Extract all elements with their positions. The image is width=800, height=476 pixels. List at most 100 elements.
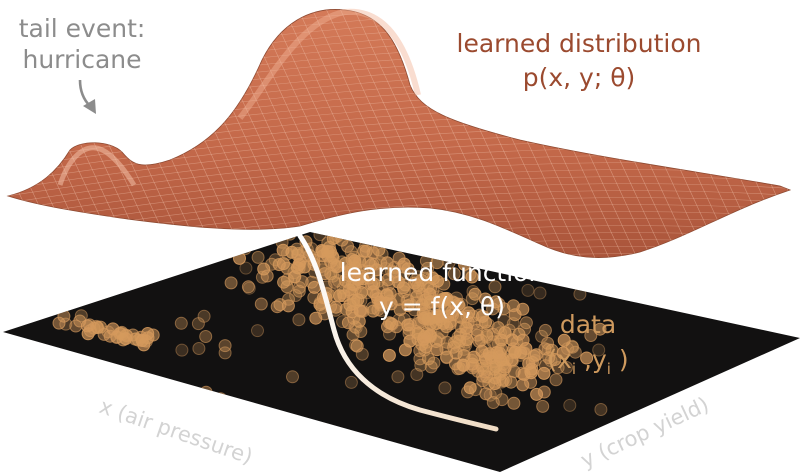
data-point <box>251 250 265 264</box>
data-point <box>239 261 253 275</box>
data-point <box>307 280 321 294</box>
data-point <box>451 362 465 376</box>
data-point <box>521 283 535 297</box>
data-point <box>398 343 412 357</box>
data-point <box>224 276 238 290</box>
data-point <box>507 396 521 410</box>
data-point <box>537 385 551 399</box>
data-point <box>391 370 405 384</box>
data-point <box>524 366 538 380</box>
data-point <box>336 281 350 295</box>
data-point <box>286 370 299 384</box>
data-point <box>218 346 232 360</box>
data-point <box>472 334 486 348</box>
data-point <box>508 345 522 359</box>
distribution-formula: p(x, y; θ) <box>523 63 636 92</box>
data-point <box>336 315 350 329</box>
data-point <box>141 327 155 340</box>
data-point <box>429 335 443 348</box>
data-point <box>292 313 306 327</box>
data-point <box>254 297 268 311</box>
data-point <box>434 313 448 326</box>
data-points <box>52 214 608 416</box>
data-point <box>339 214 351 226</box>
distribution-label: learned distribution <box>457 29 702 58</box>
data-point <box>345 232 359 236</box>
data-point <box>366 285 380 299</box>
x-axis-label: x (air pressure) <box>96 394 255 469</box>
data-point <box>463 268 477 281</box>
data-point <box>199 330 213 343</box>
data-point <box>375 247 389 261</box>
data-point <box>191 317 205 331</box>
data-point <box>339 302 353 316</box>
data-point <box>348 254 362 268</box>
data-point <box>192 342 206 355</box>
data-point <box>447 267 461 281</box>
data-point <box>106 322 120 336</box>
data-point <box>527 349 541 363</box>
data-point <box>438 381 452 395</box>
data-point <box>335 255 349 269</box>
data-point <box>175 343 189 357</box>
data-point <box>374 298 388 312</box>
data-point <box>419 310 433 324</box>
data-point <box>340 214 352 226</box>
data-point <box>346 328 360 342</box>
data-point <box>538 323 552 337</box>
data-point <box>482 347 496 361</box>
data-point <box>529 348 543 362</box>
data-point <box>412 281 426 295</box>
data-point <box>382 348 396 362</box>
data-point <box>488 280 502 294</box>
data-point <box>478 365 491 379</box>
data-point <box>391 275 405 289</box>
data-point <box>536 399 550 413</box>
data-point <box>580 351 594 365</box>
learned-function-curve <box>297 233 499 432</box>
data-point <box>504 375 518 389</box>
data-point <box>337 289 351 303</box>
data-point <box>240 233 254 247</box>
data-point <box>430 294 444 308</box>
data-point <box>516 302 530 316</box>
data-point <box>364 258 378 272</box>
data-point <box>418 271 432 285</box>
data-point <box>362 271 376 285</box>
data-point <box>361 232 375 239</box>
data-point <box>465 353 479 367</box>
data-point <box>549 373 563 387</box>
data-point <box>199 385 213 399</box>
tail-event-label: tail event: <box>19 14 146 43</box>
data-point <box>381 232 395 246</box>
data-point <box>326 232 340 245</box>
data-point <box>350 339 364 353</box>
data-point <box>289 289 303 302</box>
data-point <box>594 403 608 416</box>
data-point <box>465 292 479 306</box>
data-point <box>416 287 429 301</box>
data-point <box>113 327 127 340</box>
data-label: data <box>560 310 616 339</box>
data-point <box>74 309 88 323</box>
data-point <box>290 242 304 256</box>
data-point <box>495 393 509 407</box>
data-point <box>440 350 454 364</box>
data-point <box>298 260 312 274</box>
data-point <box>479 387 493 401</box>
data-point <box>584 329 598 342</box>
data-point <box>427 356 441 370</box>
data-point <box>471 364 485 378</box>
data-point <box>565 339 579 353</box>
data-point <box>453 328 467 341</box>
data-point <box>251 324 264 338</box>
data-point <box>495 333 509 347</box>
data-point <box>218 339 232 353</box>
data-point <box>457 349 471 362</box>
data-point <box>502 323 516 337</box>
data-point <box>260 269 274 283</box>
data-point <box>330 232 344 234</box>
data-point <box>344 375 358 389</box>
data-point <box>185 387 199 401</box>
